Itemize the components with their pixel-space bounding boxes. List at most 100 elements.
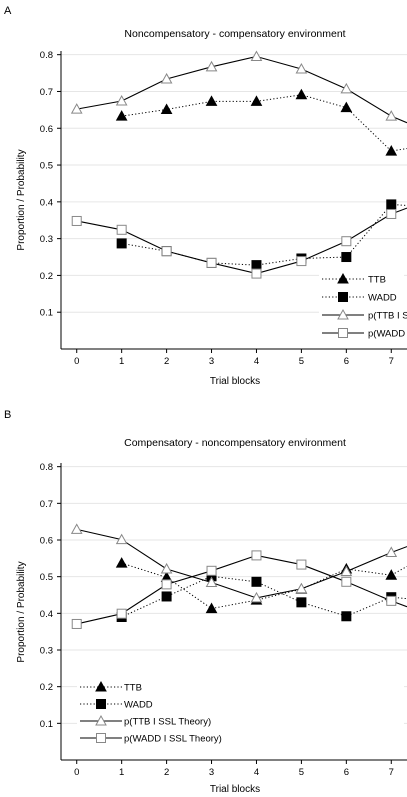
data-point [250,50,263,62]
data-point [115,557,128,568]
data-point [161,579,172,590]
x-tick-label: 4 [254,767,259,778]
data-point [71,618,82,629]
legend-item: p(WADD [319,326,405,340]
y-tick-label: 0.7 [40,499,53,510]
legend-bg [319,272,404,286]
legend-marker [96,733,106,743]
data-point [341,576,352,587]
series-group [70,523,407,629]
data-point [386,208,397,219]
data-point [385,569,398,580]
legend: TTB WADD p(TTB I S p(WADD [319,272,407,340]
data-point [161,246,172,257]
panel-a: A Noncompensatory - compensatory environm… [4,5,407,387]
legend-item: WADD [319,290,404,304]
series-open-square [71,550,407,629]
x-axis-label: Trial blocks [210,784,260,795]
x-tick-label: 7 [389,767,394,778]
legend-label: TTB [124,683,142,694]
x-tick-label: 6 [344,767,349,778]
data-point [385,110,398,121]
y-tick-label: 0.6 [40,536,53,547]
data-point [116,224,127,235]
y-tick-label: 0.2 [40,271,53,282]
legend-marker [96,699,106,709]
legend-label: p(WADD [368,329,405,340]
data-point [340,101,353,113]
legend: TTB WADD p(TTB I SSL Theory) p(WADD I SSL T… [77,680,404,745]
y-tick-label: 0.3 [40,234,53,245]
data-point [206,565,217,576]
data-point [71,215,82,226]
data-point [205,602,218,614]
legend-marker [338,292,348,302]
x-tick-label: 1 [119,356,124,367]
series-filled-triangle [115,557,407,614]
x-tick-label: 3 [209,767,214,778]
data-point [250,95,263,106]
data-point [205,60,218,72]
data-point [116,608,127,619]
legend-label: TTB [368,275,386,286]
data-point [161,591,172,602]
legend-marker [338,328,348,338]
y-tick-label: 0.8 [40,50,53,61]
y-tick-label: 0.3 [40,646,53,657]
data-point [70,103,83,114]
data-point [340,565,353,577]
data-point [251,576,262,587]
legend-item: TTB [319,272,404,286]
data-point [250,591,263,603]
series-line [121,94,407,152]
series-open-triangle [70,50,407,124]
data-point [115,95,128,106]
x-tick-label: 0 [74,767,79,778]
data-point [295,62,308,74]
data-point [295,582,308,594]
data-point [251,260,262,271]
data-point [205,576,218,588]
legend-label: p(WADD I SSL Theory) [124,734,222,745]
chart-title: Noncompensatory - compensatory environme… [124,28,345,40]
series-filled-square [116,199,407,271]
x-tick-label: 2 [164,356,169,367]
chart-title: Compensatory - noncompensatory environme… [124,437,346,449]
legend-item: WADD [77,697,404,711]
series-group [70,50,407,279]
data-point [115,110,128,121]
data-point [115,533,128,545]
y-axis-label: Proportion / Probability [16,561,27,662]
legend-label: WADD [124,700,153,711]
data-point [116,238,127,249]
y-tick-label: 0.5 [40,572,53,583]
x-tick-label: 5 [299,356,304,367]
legend-label: p(TTB I SSL Theory) [124,717,211,728]
legend-marker [95,680,107,692]
x-tick-label: 6 [344,356,349,367]
data-point [341,252,352,263]
x-tick-label: 3 [209,356,214,367]
data-point [296,559,307,570]
y-tick-label: 0.2 [40,682,53,693]
legend-bg [77,714,404,728]
data-point [295,88,308,100]
panel-b: B Compensatory - noncompensatory environm… [4,409,407,795]
legend-marker [95,714,107,726]
legend-marker [337,308,349,320]
data-point [341,236,352,247]
y-tick-label: 0.1 [40,308,53,319]
y-tick-label: 0.7 [40,87,53,98]
data-point [160,72,173,84]
panel-label: A [4,5,12,17]
x-tick-label: 7 [389,356,394,367]
legend-item: p(TTB I SSL Theory) [77,714,404,728]
legend-bg [77,680,404,694]
data-point [70,523,83,534]
x-tick-label: 5 [299,767,304,778]
legend-marker [337,272,349,284]
legend-bg [77,697,404,711]
data-point [296,597,307,608]
data-point [251,550,262,561]
